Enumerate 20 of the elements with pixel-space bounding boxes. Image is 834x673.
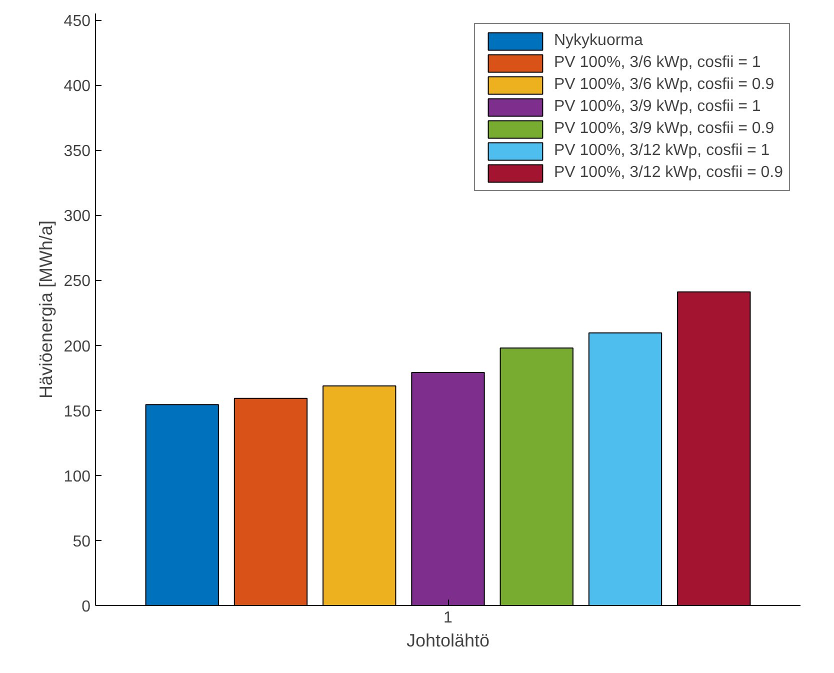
y-axis-title: Häviöenergia [MWh/a] bbox=[36, 220, 56, 399]
y-tick-label: 450 bbox=[64, 13, 91, 30]
legend-label: PV 100%, 3/6 kWp, cosfii = 0.9 bbox=[554, 75, 774, 95]
y-tick-label: 150 bbox=[64, 403, 91, 420]
y-tick-label: 300 bbox=[64, 208, 91, 226]
legend-label: PV 100%, 3/9 kWp, cosfii = 0.9 bbox=[554, 119, 774, 139]
x-tick-label: 1 bbox=[444, 610, 453, 626]
legend-label: Nykykuorma bbox=[554, 31, 643, 51]
y-tick-label: 400 bbox=[64, 78, 91, 96]
x-axis-title: Johtolähtö bbox=[406, 630, 490, 650]
y-tick-label: 50 bbox=[72, 533, 91, 550]
legend-label: PV 100%, 3/12 kWp, cosfii = 1 bbox=[554, 141, 770, 161]
legend-label: PV 100%, 3/6 kWp, cosfii = 1 bbox=[554, 53, 761, 73]
legend-label: PV 100%, 3/12 kWp, cosfii = 0.9 bbox=[554, 163, 783, 183]
y-tick-label: 0 bbox=[82, 598, 91, 616]
y-tick-label: 350 bbox=[64, 143, 91, 160]
legend-label: PV 100%, 3/9 kWp, cosfii = 1 bbox=[554, 97, 761, 117]
y-tick-label: 100 bbox=[64, 468, 91, 486]
y-tick-label: 250 bbox=[64, 273, 91, 290]
y-tick-label: 200 bbox=[64, 338, 91, 356]
